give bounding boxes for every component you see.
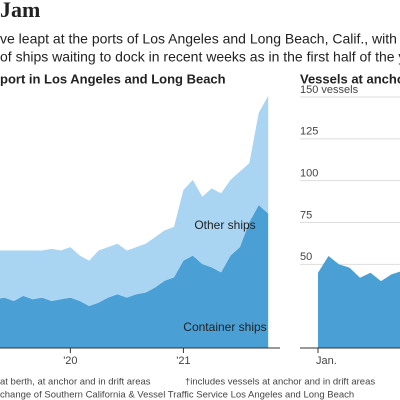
y-tick-label: 75 [300,209,312,221]
area [0,95,269,306]
y-tick-label: 150 vessels [300,84,359,96]
footnote: at berth, at anchor and in drift areas [0,377,151,388]
x-tick-label: '21 [176,355,190,367]
series-label: Other ships [194,218,255,232]
y-tick-label: 50 [300,251,312,263]
title: Jam [0,0,40,22]
subtitle: of ships waiting to dock in recent weeks… [0,49,400,65]
area [318,255,400,348]
subtitle: ve leapt at the ports of Los Angeles and… [0,31,400,47]
area [0,205,269,348]
y-tick-label: 100 [300,168,318,180]
chart-title: Vessels at anchor† [300,71,400,86]
x-tick-label: Jan. [316,355,337,367]
chart-title: port in Los Angeles and Long Beach [0,71,226,86]
footnote: †includes vessels at anchor and in drift… [185,377,375,388]
x-tick-label: '20 [63,355,77,367]
footnote: change of Southern California & Vessel T… [0,390,354,400]
y-tick-label: 125 [300,126,318,138]
series-label: Container ships [183,320,266,334]
